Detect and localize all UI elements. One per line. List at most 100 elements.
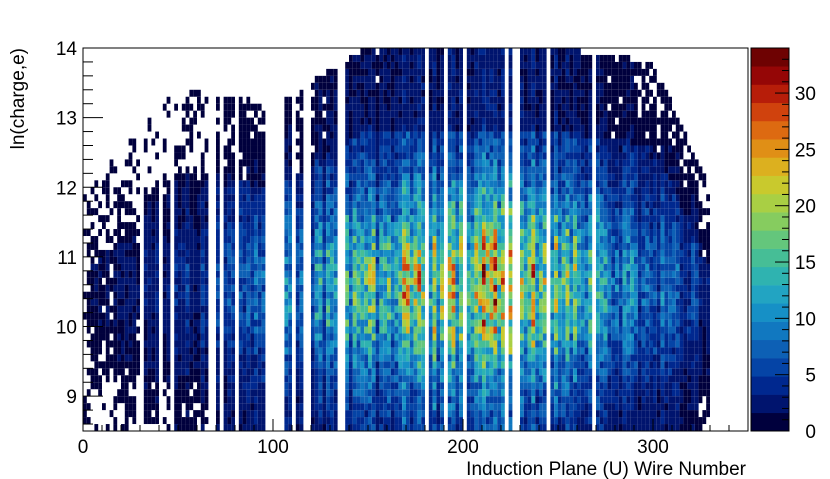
heatmap-cell	[124, 375, 129, 383]
heatmap-cell	[523, 82, 528, 90]
heatmap-cell	[569, 229, 574, 237]
heatmap-cell	[371, 75, 376, 83]
heatmap-cell	[288, 229, 292, 237]
heatmap-cell	[288, 270, 292, 278]
heatmap-cell	[402, 396, 406, 404]
heatmap-cell	[379, 354, 384, 362]
heatmap-cell	[387, 396, 391, 404]
heatmap-cell	[455, 166, 460, 174]
heatmap-cell	[432, 319, 437, 327]
heatmap-cell	[383, 61, 387, 69]
heatmap-cell	[577, 298, 581, 306]
heatmap-cell	[155, 242, 159, 250]
heatmap-cell	[333, 117, 338, 125]
heatmap-cell	[573, 361, 577, 369]
heatmap-cell	[489, 291, 494, 299]
heatmap-cell	[227, 222, 232, 230]
heatmap-cell	[440, 166, 444, 174]
heatmap-cell	[402, 180, 406, 188]
heatmap-cell	[345, 187, 349, 195]
heatmap-cell	[314, 138, 319, 146]
heatmap-cell	[151, 222, 156, 230]
heatmap-cell	[147, 270, 152, 278]
heatmap-cell	[124, 354, 129, 362]
heatmap-cell	[550, 382, 555, 390]
heatmap-cell	[550, 61, 555, 69]
heatmap-cell	[421, 354, 425, 362]
heatmap-cell	[257, 180, 262, 188]
heatmap-cell	[318, 229, 323, 237]
heatmap-cell	[447, 54, 452, 62]
heatmap-cell	[349, 229, 353, 237]
heatmap-cell	[497, 305, 501, 313]
heatmap-cell	[174, 277, 178, 285]
heatmap-cell	[554, 222, 558, 230]
heatmap-cell	[333, 187, 338, 195]
heatmap-cell	[482, 256, 486, 264]
heatmap-cell	[451, 208, 456, 216]
heatmap-cell	[250, 249, 254, 257]
heatmap-cell	[554, 89, 558, 97]
heatmap-cell	[508, 347, 513, 355]
heatmap-cell	[565, 110, 570, 118]
heatmap-cell	[216, 368, 220, 376]
heatmap-cell	[197, 242, 201, 250]
heatmap-cell	[497, 340, 501, 348]
heatmap-cell	[466, 263, 471, 271]
heatmap-cell	[390, 194, 395, 202]
heatmap-cell	[318, 389, 323, 397]
heatmap-cell	[349, 103, 353, 111]
heatmap-cell	[379, 417, 384, 425]
heatmap-cell	[379, 187, 384, 195]
heatmap-cell	[356, 145, 361, 153]
heatmap-cell	[573, 424, 577, 431]
heatmap-cell	[379, 229, 384, 237]
heatmap-cell	[573, 375, 577, 383]
heatmap-cell	[311, 424, 315, 431]
heatmap-cell	[387, 138, 391, 146]
heatmap-cell	[231, 340, 235, 348]
heatmap-cell	[470, 403, 475, 411]
heatmap-cell	[227, 103, 232, 111]
heatmap-cell	[227, 242, 232, 250]
heatmap-cell	[432, 222, 437, 230]
heatmap-cell	[554, 277, 558, 285]
heatmap-cell	[428, 249, 433, 257]
heatmap-cell	[326, 236, 330, 243]
heatmap-cell	[554, 103, 558, 111]
heatmap-cell	[466, 103, 471, 111]
heatmap-cell	[485, 326, 490, 334]
heatmap-cell	[254, 291, 258, 299]
heatmap-cell	[440, 417, 444, 425]
heatmap-cell	[501, 326, 505, 334]
heatmap-cell	[330, 159, 334, 167]
heatmap-cell	[295, 187, 300, 195]
heatmap-cell	[493, 333, 498, 341]
heatmap-cell	[322, 173, 327, 181]
heatmap-cell	[527, 201, 532, 209]
heatmap-cell	[166, 291, 171, 299]
heatmap-cell	[295, 291, 300, 299]
heatmap-cell	[356, 312, 361, 320]
heatmap-cell	[550, 263, 555, 271]
heatmap-cell	[482, 249, 486, 257]
heatmap-cell	[345, 256, 349, 264]
heatmap-cell	[151, 263, 156, 271]
heatmap-cell	[178, 424, 182, 431]
heatmap-cell	[402, 208, 406, 216]
heatmap-cell	[523, 194, 528, 202]
heatmap-cell	[485, 131, 490, 139]
heatmap-cell	[409, 263, 414, 271]
heatmap-cell	[409, 375, 414, 383]
heatmap-cell	[459, 368, 463, 376]
heatmap-cell	[417, 194, 422, 202]
heatmap-cell	[178, 305, 182, 313]
heatmap-cell	[345, 222, 349, 230]
heatmap-cell	[360, 48, 365, 55]
heatmap-cell	[447, 96, 452, 104]
heatmap-cell	[432, 124, 437, 132]
heatmap-cell	[375, 159, 380, 167]
heatmap-cell	[166, 305, 171, 313]
heatmap-cell	[242, 180, 247, 188]
heatmap-cell	[193, 291, 197, 299]
